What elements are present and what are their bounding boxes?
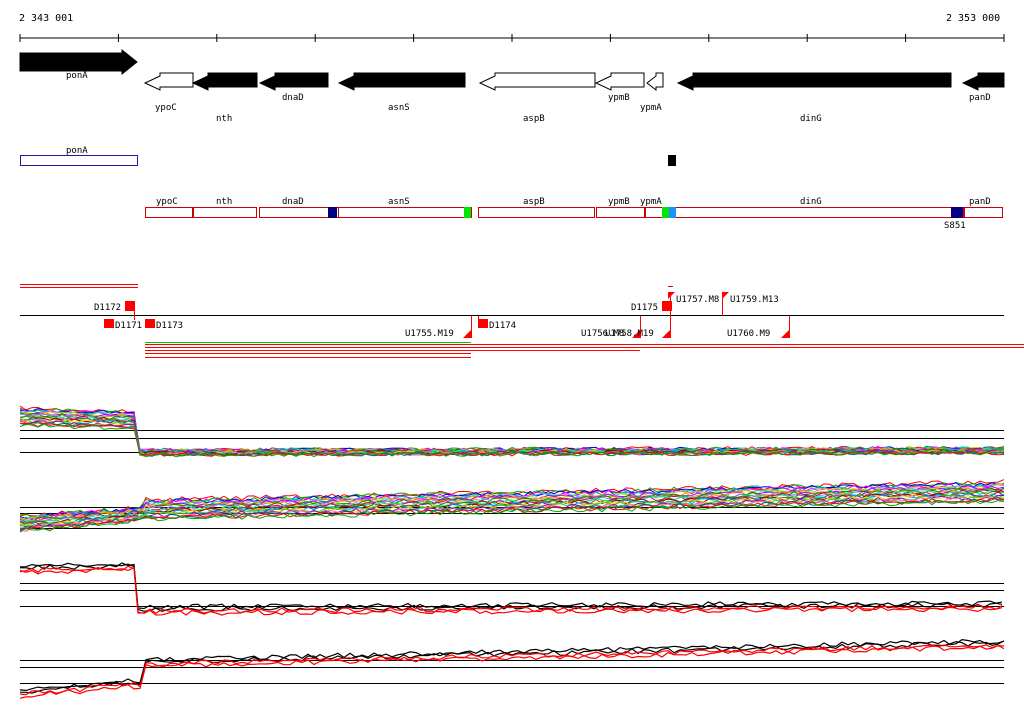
gene-labels: ponA ypoC nth dnaD asnS aspB ypmB ypmA d… bbox=[66, 71, 991, 124]
transcript-box-aspB[interactable] bbox=[478, 207, 595, 218]
gene-label-nth: nth bbox=[216, 114, 232, 124]
transcript-label-ypoC: ypoC bbox=[156, 197, 178, 207]
probe-flag-U1760.M9[interactable] bbox=[781, 330, 789, 338]
gene-label-asnS: asnS bbox=[388, 103, 410, 113]
probe-label-U1758.M19: U1758.M19 bbox=[605, 329, 654, 339]
site-label-S851: S851 bbox=[944, 221, 966, 231]
gene-label-dnaD: dnaD bbox=[282, 93, 304, 103]
probe-label-D1172: D1172 bbox=[94, 303, 121, 313]
transcript-label-ypmB: ypmB bbox=[608, 197, 630, 207]
transcript-label-ypmA: ypmA bbox=[640, 197, 662, 207]
profile-panel-4 bbox=[19, 638, 1005, 699]
gene-arrow-ypmA[interactable] bbox=[646, 72, 664, 92]
probe-flag-U1755.M19[interactable] bbox=[463, 330, 471, 338]
gene-track bbox=[19, 48, 1005, 92]
transcript-box-ypmA[interactable] bbox=[645, 207, 664, 218]
gene-arrow-ypmB[interactable] bbox=[594, 72, 645, 91]
site-marker-green-1[interactable] bbox=[464, 207, 471, 218]
coord-end-label: 2 353 000 bbox=[946, 13, 1001, 24]
probe-label-D1175: D1175 bbox=[631, 303, 658, 313]
site-marker-navy-S851[interactable] bbox=[951, 207, 963, 218]
operon-box-ponA[interactable] bbox=[20, 155, 138, 166]
probe-marker-D1172[interactable] bbox=[125, 301, 135, 311]
gene-arrow-asnS[interactable] bbox=[337, 72, 466, 91]
gene-label-ypoC: ypoC bbox=[155, 103, 177, 113]
probe-flag-U1756.M8[interactable] bbox=[632, 330, 640, 338]
gene-arrow-ypoC[interactable] bbox=[143, 72, 194, 91]
transcript-label-dnaD: dnaD bbox=[282, 197, 304, 207]
transcript-track: ypoC nth dnaD asnS aspB ypmB ypmA dinG p… bbox=[145, 197, 1003, 231]
gene-arrow-nth[interactable] bbox=[191, 72, 258, 91]
probe-label-U1755.M19: U1755.M19 bbox=[405, 329, 454, 339]
coordinate-ruler bbox=[19, 34, 1005, 42]
gene-arrow-dnaD[interactable] bbox=[258, 72, 329, 91]
probe-marker-D1171[interactable] bbox=[104, 319, 114, 328]
probe-label-U1756.M8: U1756.M8 bbox=[581, 329, 624, 339]
site-marker-green-2[interactable] bbox=[662, 207, 669, 218]
probe-track: D1172 D1171 D1173 U1755.M19 D1174 U1756.… bbox=[20, 284, 1004, 339]
coord-start-label: 2 343 001 bbox=[19, 13, 74, 24]
probe-marker-D1173[interactable] bbox=[145, 319, 155, 328]
gene-arrow-dinG[interactable] bbox=[676, 72, 952, 91]
gene-arrow-aspB[interactable] bbox=[478, 72, 596, 91]
gene-label-aspB: aspB bbox=[523, 114, 545, 124]
gene-arrow-ponA[interactable] bbox=[19, 48, 138, 76]
gene-label-dinG: dinG bbox=[800, 114, 822, 124]
site-marker-navy-1[interactable] bbox=[328, 207, 337, 218]
gene-label-ypmB: ypmB bbox=[608, 93, 630, 103]
probe-label-D1171: D1171 bbox=[115, 321, 142, 331]
probe-label-D1173: D1173 bbox=[156, 321, 183, 331]
probe-label-U1757.M8: U1757.M8 bbox=[676, 295, 719, 305]
coverage-lines bbox=[145, 342, 1024, 358]
profile-panel-1 bbox=[19, 405, 1005, 458]
transcript-box-ypoC[interactable] bbox=[145, 207, 193, 218]
transcript-label-aspB: aspB bbox=[523, 197, 545, 207]
operon-label-ponA: ponA bbox=[66, 146, 88, 156]
probe-flag-U1759.M13[interactable] bbox=[722, 292, 729, 299]
profile-panel-3 bbox=[19, 562, 1004, 616]
probe-marker-D1175[interactable] bbox=[662, 301, 672, 311]
probe-flag-U1758.M19[interactable] bbox=[662, 330, 670, 338]
profile-panel-2 bbox=[19, 479, 1005, 533]
transcript-box-ypmB[interactable] bbox=[596, 207, 645, 218]
probe-marker-D1174[interactable] bbox=[478, 319, 488, 328]
gene-label-panD: panD bbox=[969, 93, 991, 103]
gene-label-ypmA: ypmA bbox=[640, 103, 662, 113]
transcript-box-dnaD-asnS[interactable] bbox=[259, 207, 472, 218]
feature-marker-black[interactable] bbox=[668, 155, 676, 166]
transcript-label-asnS: asnS bbox=[388, 197, 410, 207]
transcript-box-panD[interactable] bbox=[964, 207, 1003, 218]
probe-label-D1174: D1174 bbox=[489, 321, 516, 331]
transcript-box-nth[interactable] bbox=[193, 207, 257, 218]
transcript-label-dinG: dinG bbox=[800, 197, 822, 207]
transcript-label-panD: panD bbox=[969, 197, 991, 207]
gene-label-ponA: ponA bbox=[66, 71, 88, 81]
operon-track: ponA bbox=[20, 146, 676, 166]
transcript-box-dinG[interactable] bbox=[663, 207, 964, 218]
site-marker-blue[interactable] bbox=[669, 207, 676, 218]
probe-label-U1759.M13: U1759.M13 bbox=[730, 295, 779, 305]
probe-flag-U1757.M8[interactable] bbox=[668, 292, 675, 299]
probe-label-U1760.M9: U1760.M9 bbox=[727, 329, 770, 339]
gene-arrow-panD[interactable] bbox=[961, 72, 1005, 91]
transcript-label-nth: nth bbox=[216, 197, 232, 207]
